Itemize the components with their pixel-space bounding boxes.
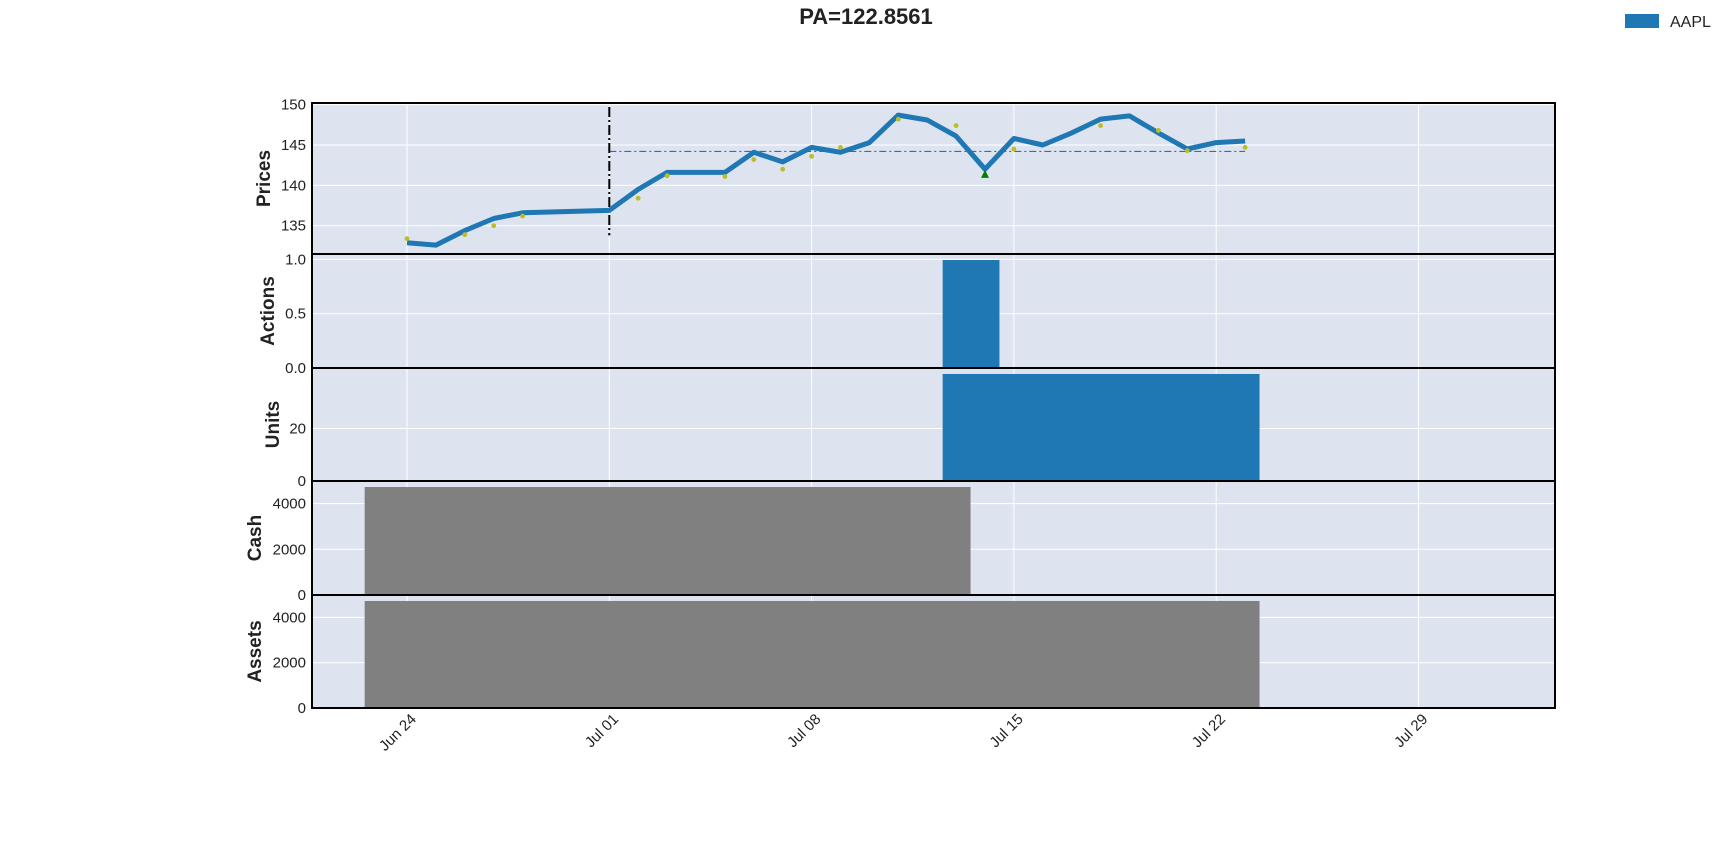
y-tick-label: 0	[298, 700, 306, 717]
signal-point	[491, 223, 497, 229]
x-tick-label: Jul 08	[784, 711, 824, 751]
y-tick-label: 4000	[273, 609, 306, 626]
x-tick-label: Jul 01	[582, 711, 622, 751]
signal-point	[1242, 145, 1248, 150]
y-tick-label: 145	[281, 137, 306, 154]
bar-cash	[364, 487, 971, 595]
panel-prices: 135 140 145 150 Prices	[254, 97, 1556, 255]
y-tick-label: 0	[298, 473, 306, 490]
y-axis-label: Prices	[254, 150, 275, 207]
legend-swatch-aapl	[1625, 14, 1659, 28]
signal-point	[520, 213, 525, 219]
plot-background	[312, 103, 1555, 254]
signal-point	[838, 145, 843, 150]
plot-background	[312, 368, 1555, 481]
signal-point	[462, 232, 468, 238]
y-axis-label: Cash	[245, 515, 266, 561]
y-tick-label: 0.5	[285, 306, 306, 323]
y-tick-label: 140	[281, 177, 306, 194]
legend-label-aapl: AAPL	[1670, 14, 1711, 31]
signal-point	[722, 174, 728, 179]
signal-point	[809, 153, 814, 159]
y-axis-label: Units	[263, 401, 284, 449]
y-tick-label: 20	[289, 420, 306, 437]
legend: AAPL	[1625, 14, 1711, 31]
y-tick-label: 4000	[273, 496, 306, 513]
signal-point	[895, 116, 901, 122]
x-tick-label: Jul 22	[1189, 711, 1229, 751]
plot-background	[312, 254, 1555, 368]
y-tick-label: 150	[281, 97, 306, 114]
y-tick-label: 0	[298, 587, 306, 604]
signal-point	[664, 173, 670, 179]
bar-assets	[364, 601, 1260, 708]
x-tick-label: Jun 24	[376, 711, 420, 755]
signal-point	[1098, 123, 1103, 129]
signal-point	[751, 157, 757, 162]
signal-point	[780, 166, 786, 172]
y-axis-label: Assets	[245, 620, 266, 682]
signal-point	[1184, 148, 1190, 154]
y-tick-label: 1.0	[285, 251, 306, 268]
signal-point	[1156, 128, 1161, 133]
y-axis-label: Actions	[258, 276, 279, 346]
signal-point	[1011, 146, 1017, 152]
chart-title: PA=122.8561	[799, 4, 933, 29]
y-tick-label: 135	[281, 218, 306, 235]
y-tick-label: 2000	[273, 655, 306, 672]
panels: 135 140 145 150 Prices 0.0 0.5 1.0 Actions 0 20 Uni…	[245, 97, 1556, 717]
panel-units: 0 20 Units	[263, 367, 1556, 490]
panel-cash: 0 2000 4000 Cash	[245, 480, 1556, 604]
bar-units	[942, 374, 1260, 481]
panel-assets: 0 2000 4000 Assets	[245, 594, 1556, 717]
panel-frame	[311, 594, 1556, 709]
signal-point	[635, 195, 641, 201]
panel-actions: 0.0 0.5 1.0 Actions	[258, 251, 1556, 377]
series-line-aapl	[406, 112, 1246, 248]
y-tick-label: 2000	[273, 541, 306, 558]
y-tick-label: 0.0	[285, 360, 306, 377]
signal-point	[404, 236, 410, 242]
signal-point	[953, 123, 959, 129]
x-tick-label: Jul 15	[986, 711, 1026, 751]
bar-actions	[942, 260, 1000, 368]
x-axis: Jun 24 Jul 01 Jul 08 Jul 15 Jul 22 Jul 29	[376, 711, 1431, 755]
x-tick-label: Jul 29	[1391, 711, 1431, 751]
buy-marker	[981, 169, 989, 178]
